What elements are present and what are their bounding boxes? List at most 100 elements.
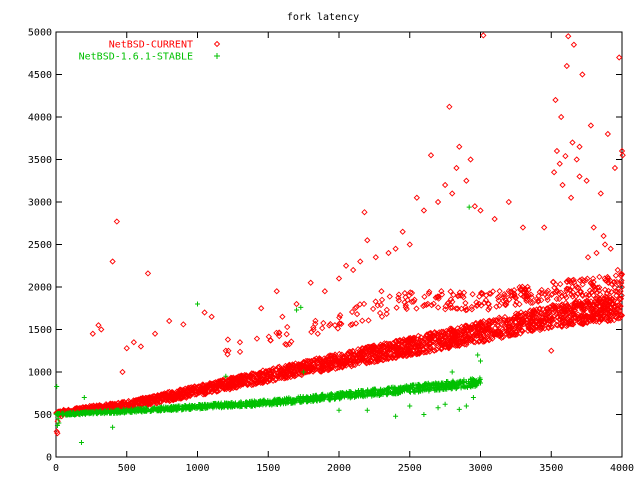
current-point bbox=[558, 311, 566, 318]
current-point bbox=[511, 314, 518, 321]
current-point bbox=[475, 338, 482, 345]
stable-point bbox=[284, 400, 290, 406]
y-tick-label: 2000 bbox=[28, 283, 52, 294]
current-point-outlier bbox=[392, 245, 399, 252]
current-point-outlier bbox=[166, 317, 173, 325]
legend-label: NetBSD-CURRENT bbox=[109, 40, 193, 51]
current-point bbox=[582, 306, 589, 313]
current-point bbox=[612, 272, 620, 279]
current-point bbox=[178, 387, 186, 394]
current-point bbox=[414, 350, 422, 357]
current-point-outlier bbox=[505, 198, 512, 206]
current-point bbox=[546, 307, 553, 314]
current-point bbox=[557, 280, 564, 288]
current-point-outlier bbox=[597, 190, 604, 197]
current-point bbox=[110, 402, 117, 409]
current-point bbox=[195, 389, 203, 396]
current-point-outlier bbox=[491, 215, 498, 223]
current-point bbox=[570, 311, 577, 318]
current-point bbox=[470, 323, 477, 331]
current-point bbox=[365, 352, 372, 359]
stable-point bbox=[335, 390, 341, 396]
stable-point bbox=[388, 384, 394, 390]
current-point bbox=[88, 403, 95, 410]
current-point-outlier bbox=[151, 330, 159, 337]
stable-point bbox=[438, 383, 444, 389]
current-point bbox=[327, 352, 334, 360]
stable-point bbox=[432, 387, 438, 393]
current-point bbox=[549, 290, 556, 298]
stable-point bbox=[461, 383, 467, 389]
current-point bbox=[122, 401, 129, 408]
current-point bbox=[378, 313, 386, 320]
current-point bbox=[453, 342, 461, 349]
current-point bbox=[544, 296, 551, 304]
stable-point bbox=[349, 394, 355, 400]
stable-point bbox=[171, 404, 177, 410]
current-point bbox=[412, 338, 419, 346]
current-point-outlier bbox=[109, 258, 116, 265]
stable-point bbox=[91, 409, 97, 415]
current-point bbox=[455, 342, 463, 349]
current-point bbox=[252, 380, 259, 388]
current-point bbox=[428, 301, 435, 309]
stable-point-outlier bbox=[407, 403, 413, 409]
current-point bbox=[365, 317, 372, 324]
stable-point bbox=[287, 398, 293, 404]
current-point bbox=[576, 302, 583, 309]
current-point-outlier bbox=[273, 288, 280, 295]
current-point bbox=[462, 336, 469, 343]
current-point bbox=[212, 384, 219, 391]
current-point bbox=[252, 373, 260, 380]
current-point bbox=[481, 299, 488, 306]
current-point bbox=[368, 350, 375, 358]
current-point bbox=[144, 401, 151, 408]
current-point bbox=[406, 343, 413, 350]
current-point bbox=[355, 351, 362, 358]
x-tick-label: 2500 bbox=[398, 463, 422, 474]
current-point bbox=[383, 306, 390, 313]
current-point bbox=[562, 306, 569, 314]
current-point bbox=[183, 394, 190, 401]
current-point bbox=[336, 314, 343, 321]
current-point bbox=[583, 319, 590, 326]
stable-point bbox=[54, 410, 60, 416]
current-point-outlier bbox=[618, 271, 626, 278]
current-point bbox=[198, 386, 206, 394]
current-point bbox=[407, 289, 414, 296]
chart-title: fork latency bbox=[287, 12, 359, 23]
current-point bbox=[447, 325, 454, 332]
current-point bbox=[360, 300, 368, 308]
current-point bbox=[408, 289, 416, 297]
current-point bbox=[457, 331, 465, 338]
current-point bbox=[338, 351, 346, 358]
stable-point bbox=[320, 395, 326, 401]
current-point bbox=[169, 395, 176, 403]
stable-point-outlier bbox=[435, 405, 441, 411]
current-point bbox=[181, 388, 188, 395]
current-point-outlier bbox=[446, 103, 453, 110]
current-point bbox=[118, 398, 126, 406]
current-point-outlier bbox=[385, 249, 392, 257]
current-point bbox=[307, 361, 315, 368]
y-tick-label: 4000 bbox=[28, 113, 52, 124]
current-point bbox=[379, 356, 387, 363]
current-point bbox=[608, 288, 615, 296]
current-point bbox=[433, 330, 440, 337]
current-point bbox=[617, 311, 624, 318]
current-point bbox=[502, 301, 509, 308]
current-point bbox=[427, 330, 434, 337]
stable-point-outlier bbox=[478, 380, 483, 386]
stable-point bbox=[193, 405, 199, 411]
stable-point bbox=[373, 391, 379, 397]
stable-point bbox=[456, 381, 462, 387]
current-point bbox=[515, 324, 523, 331]
stable-point bbox=[267, 401, 273, 407]
current-point bbox=[283, 341, 290, 348]
stable-point bbox=[67, 411, 73, 417]
current-point-outlier bbox=[556, 160, 563, 167]
current-point-outlier bbox=[378, 288, 385, 295]
current-point bbox=[536, 288, 543, 296]
current-point bbox=[588, 308, 595, 315]
